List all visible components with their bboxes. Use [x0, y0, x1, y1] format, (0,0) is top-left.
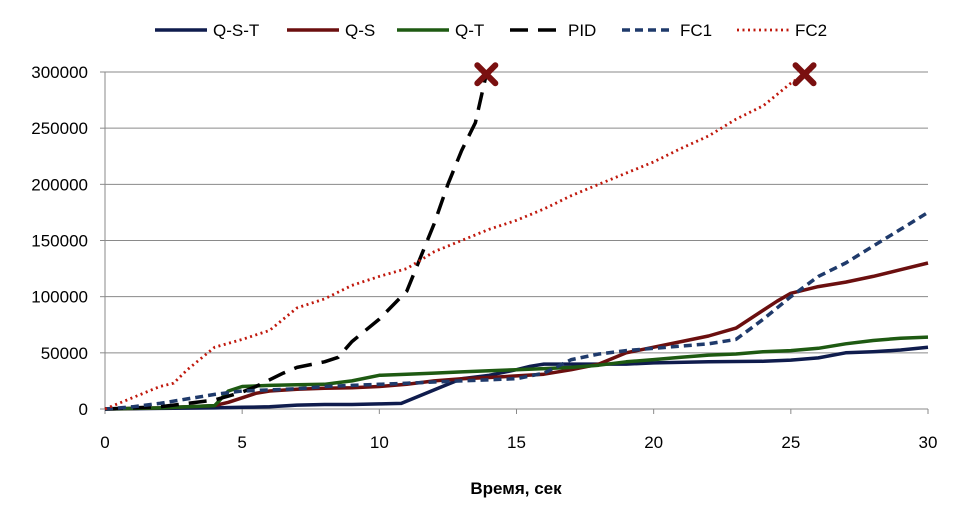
y-tick-label-5: 250000 [31, 119, 88, 138]
grid-lines [105, 71, 928, 354]
series-line-q-t [104, 335, 929, 411]
x-tick-label-6: 30 [919, 433, 938, 452]
legend-item-fc1: FC1 [622, 21, 712, 40]
y-tick-label-4: 200000 [31, 175, 88, 194]
axes [100, 71, 929, 414]
legend-label-q-s: Q-S [345, 21, 375, 40]
series-line-fc1 [104, 210, 929, 411]
x-tick-label-0: 0 [100, 433, 109, 452]
x-tick-label-2: 10 [370, 433, 389, 452]
x-marker-stroke-b [474, 62, 499, 87]
y-tick-label-1: 50000 [41, 344, 88, 363]
tick-labels: 0 50000 100000 150000 200000 250000 300000 0 5 10… [31, 63, 937, 452]
y-tick-label-3: 150000 [31, 232, 88, 251]
series-group [104, 73, 929, 411]
legend-label-q-t: Q-T [455, 21, 484, 40]
series-line-q-s [104, 261, 929, 411]
legend-label-q-s-t: Q-S-T [213, 21, 259, 40]
y-tick-label-6: 300000 [31, 63, 88, 82]
legend-item-q-s-t: Q-S-T [155, 21, 259, 40]
x-tick-label-1: 5 [237, 433, 246, 452]
y-tick-label-0: 0 [79, 400, 88, 419]
legend-item-pid: PID [510, 21, 596, 40]
x-marker-stroke-b [792, 62, 817, 87]
x-tick-label-5: 25 [781, 433, 800, 452]
legend: Q-S-T Q-S Q-T PID FC1 FC2 [155, 21, 827, 40]
x-tick-label-3: 15 [507, 433, 526, 452]
x-marker-pid [474, 62, 499, 87]
legend-label-fc2: FC2 [795, 21, 827, 40]
legend-label-fc1: FC1 [680, 21, 712, 40]
legend-item-q-s: Q-S [287, 21, 375, 40]
series-line-pid [104, 73, 489, 411]
series-line-fc2 [104, 73, 806, 411]
markers-group [474, 62, 817, 87]
series-line-q-s-t [104, 345, 929, 411]
x-axis-label: Время, сек [470, 479, 562, 498]
x-marker-fc2 [792, 62, 817, 87]
x-tick-label-4: 20 [644, 433, 663, 452]
legend-item-q-t: Q-T [397, 21, 484, 40]
legend-label-pid: PID [568, 21, 596, 40]
legend-item-fc2: FC2 [737, 21, 827, 40]
y-tick-label-2: 100000 [31, 288, 88, 307]
